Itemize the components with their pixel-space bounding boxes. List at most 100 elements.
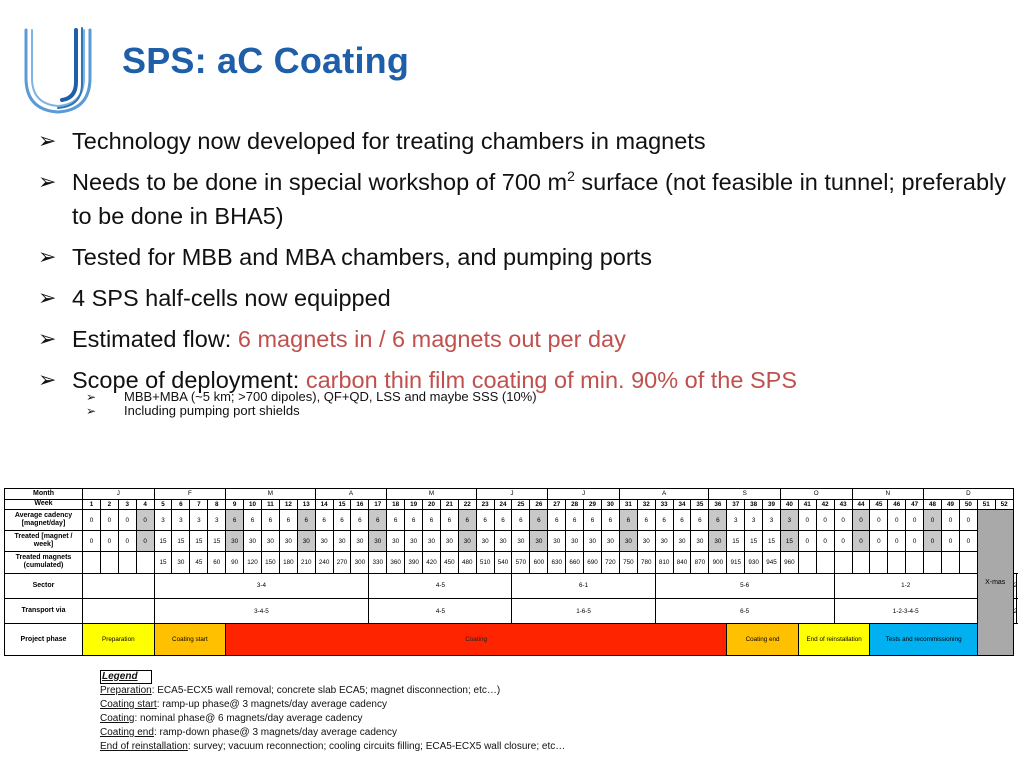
treated-cell: 30	[618, 530, 638, 553]
transport-cell: 3-4-5	[153, 597, 370, 625]
week-cell: 15	[332, 498, 352, 511]
treated-cell: 30	[547, 530, 567, 553]
week-cell: 12	[278, 498, 298, 511]
row-label-phase: Project phase	[4, 623, 83, 656]
cumulated-cell: 90	[225, 551, 245, 574]
cadency-cell: 0	[923, 509, 942, 532]
week-cell: 3	[117, 498, 137, 511]
week-cell: 7	[189, 498, 209, 511]
cadency-cell: 6	[493, 509, 513, 532]
cadency-cell: 6	[583, 509, 602, 532]
week-cell: 32	[636, 498, 656, 511]
bullet-text: Needs to be done in special workshop of …	[72, 169, 568, 195]
week-cell: 5	[153, 498, 173, 511]
week-cell: 11	[260, 498, 280, 511]
schedule-row-phase: Project phase Preparation Coating start Coa…	[4, 623, 1017, 656]
cumulated-cell: 270	[332, 551, 352, 574]
treated-cell: 30	[493, 530, 513, 553]
treated-cell: 30	[332, 530, 352, 553]
legend-item: Preparation: ECA5-ECX5 wall removal; con…	[100, 684, 565, 698]
treated-cell: 0	[82, 530, 101, 553]
treated-cell: 30	[511, 530, 531, 553]
treated-cell: 15	[762, 530, 781, 553]
sector-cell: 6-1	[511, 572, 656, 599]
sector-cell: 5-6	[654, 572, 835, 599]
cumulated-cell: 750	[618, 551, 638, 574]
cumulated-cell: 630	[547, 551, 567, 574]
month-cell: A	[618, 488, 710, 500]
cumulated-cell: 660	[565, 551, 585, 574]
bullet-list: ➢ Technology now developed for treating c…	[38, 124, 1008, 418]
week-cell: 48	[923, 498, 942, 511]
cumulated-cell: 600	[529, 551, 549, 574]
transport-cell: 4-5	[368, 597, 513, 625]
treated-cell: 0	[833, 530, 853, 553]
legend-desc: : ramp-down phase@ 3 magnets/day average…	[153, 727, 398, 738]
cumulated-cell: 360	[386, 551, 406, 574]
slide-title: SPS: aC Coating	[122, 40, 410, 81]
bullet-item: ➢ Scope of deployment: carbon thin film c…	[38, 363, 1008, 397]
cumulated-cell: 60	[207, 551, 227, 574]
bullet-text: 4 SPS half-cells now equipped	[72, 285, 391, 311]
month-cell: D	[923, 488, 1014, 500]
cadency-cell: 3	[762, 509, 781, 532]
cadency-cell: 6	[511, 509, 531, 532]
treated-cell: 30	[565, 530, 585, 553]
row-label-week: Week	[4, 498, 83, 511]
cadency-cell: 0	[82, 509, 101, 532]
sub-bullet-text: Including pumping port shields	[124, 403, 300, 418]
cumulated-cell	[99, 551, 119, 574]
cadency-cell: 0	[905, 509, 925, 532]
transport-cell: 1-6-5	[511, 597, 656, 625]
treated-cell: 30	[439, 530, 459, 553]
treated-cell: 0	[869, 530, 889, 553]
sub-bullet-text: MBB+MBA (~5 km; >700 dipoles), QF+QD, LS…	[124, 389, 537, 404]
schedule-row-treated: Treated [magnet / week] 0 0 0 0 15 15 15 15 30 30 3…	[4, 530, 1017, 553]
week-cell: 19	[404, 498, 424, 511]
cumulated-cell	[958, 551, 978, 574]
cadency-cell: 6	[278, 509, 298, 532]
cadency-cell: 0	[99, 509, 119, 532]
treated-cell: 0	[99, 530, 119, 553]
sector-cell: 3-4	[153, 572, 370, 599]
week-cell: 41	[797, 498, 817, 511]
week-cell: 50	[958, 498, 978, 511]
arrow-bullet-icon: ➢	[38, 169, 57, 194]
cumulated-cell: 720	[600, 551, 620, 574]
treated-cell: 0	[117, 530, 137, 553]
treated-cell: 30	[278, 530, 298, 553]
arrow-bullet-icon: ➢	[86, 404, 97, 418]
sub-bullet-item: ➢ MBB+MBA (~5 km; >700 dipoles), QF+QD, L…	[38, 389, 1008, 405]
cadency-cell: 6	[332, 509, 352, 532]
cadency-cell: 3	[153, 509, 173, 532]
cumulated-cell: 960	[779, 551, 799, 574]
treated-cell: 0	[887, 530, 907, 553]
cumulated-cell	[797, 551, 817, 574]
week-cell: 49	[941, 498, 960, 511]
legend-term: End of reinstallation	[100, 741, 188, 752]
row-label-sector: Sector	[4, 572, 83, 599]
cumulated-cell: 390	[404, 551, 424, 574]
week-cell: 1	[82, 498, 101, 511]
treated-cell: 30	[529, 530, 549, 553]
arrow-bullet-icon: ➢	[38, 128, 57, 153]
month-cell: S	[708, 488, 781, 500]
cumulated-cell: 420	[422, 551, 441, 574]
cumulated-cell: 780	[636, 551, 656, 574]
cadency-cell: 3	[207, 509, 227, 532]
highlight-text: 6 magnets in / 6 magnets out per day	[237, 326, 626, 352]
legend-term: Preparation	[100, 685, 152, 696]
superscript: 2	[567, 168, 575, 185]
cumulated-cell: 690	[583, 551, 602, 574]
cumulated-cell	[135, 551, 155, 574]
legend-desc: : nominal phase@ 6 magnets/day average c…	[134, 713, 363, 724]
month-cell: M	[386, 488, 477, 500]
week-cell: 45	[869, 498, 889, 511]
cadency-cell: 6	[565, 509, 585, 532]
week-cell: 47	[905, 498, 925, 511]
transport-cell	[82, 597, 155, 625]
week-cell: 28	[565, 498, 585, 511]
cadency-cell: 0	[869, 509, 889, 532]
cadency-cell: 3	[726, 509, 746, 532]
